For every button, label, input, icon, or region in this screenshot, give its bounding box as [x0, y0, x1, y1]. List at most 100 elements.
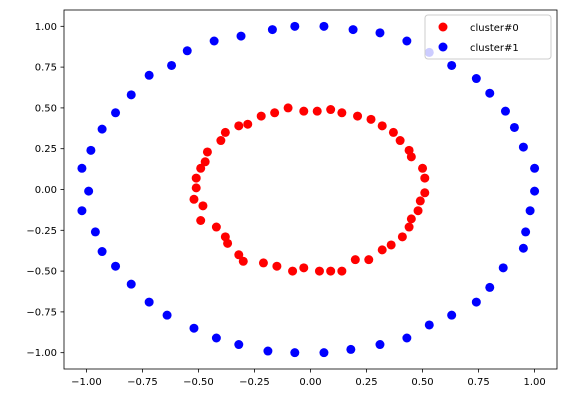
series-0-point-26 — [189, 194, 199, 204]
series-1-point-30 — [111, 108, 121, 118]
series-1-point-13 — [319, 348, 329, 358]
series-0-point-37 — [270, 108, 280, 118]
series-1-point-37 — [267, 25, 277, 35]
series-0-point-27 — [191, 183, 201, 193]
x-tick-label: 1.00 — [523, 377, 545, 388]
series-0-point-32 — [216, 136, 226, 146]
series-0-point-24 — [196, 216, 206, 225]
series-0-point-25 — [198, 201, 208, 211]
series-1-point-21 — [126, 279, 136, 289]
y-tick-label: −0.25 — [26, 226, 57, 237]
series-0-point-33 — [220, 127, 230, 137]
series-1-point-35 — [209, 36, 219, 46]
series-1-point-12 — [346, 344, 356, 354]
x-tick-label: 0.50 — [411, 377, 433, 388]
series-1-point-17 — [211, 333, 221, 343]
series-0-point-12 — [337, 266, 347, 276]
series-0-point-0 — [418, 163, 428, 173]
series-0-point-4 — [413, 206, 423, 216]
series-1-point-14 — [290, 348, 300, 358]
x-tick-label: −0.50 — [183, 377, 214, 388]
series-0-point-39 — [299, 106, 309, 116]
series-1-point-22 — [111, 261, 121, 271]
series-1-point-42 — [402, 36, 412, 46]
series-1-point-44 — [447, 60, 457, 70]
series-0-point-46 — [388, 127, 398, 137]
series-0-point-6 — [404, 222, 414, 232]
series-0-point-43 — [353, 111, 363, 121]
series-0-point-5 — [406, 214, 416, 224]
series-0-point-40 — [312, 106, 322, 116]
y-tick-label: 0.50 — [35, 103, 57, 114]
x-tick-label: −0.25 — [239, 377, 270, 388]
series-0-point-22 — [220, 232, 230, 242]
legend-label-1: cluster#1 — [470, 43, 519, 54]
series-0-point-29 — [196, 163, 206, 173]
series-0-point-11 — [350, 255, 360, 265]
x-tick-label: −0.75 — [127, 377, 158, 388]
series-0-point-35 — [243, 119, 253, 129]
series-1-point-45 — [471, 74, 481, 84]
series-0-point-2 — [420, 188, 430, 198]
series-1-point-10 — [402, 333, 412, 343]
legend-marker-0 — [438, 22, 448, 32]
series-0-point-16 — [288, 266, 298, 276]
series-0-point-9 — [377, 245, 387, 255]
series-1-point-32 — [144, 70, 154, 80]
series-1-point-24 — [90, 227, 100, 237]
series-1-point-39 — [319, 21, 329, 31]
series-1-point-15 — [263, 346, 273, 356]
x-tick-label: −1.00 — [71, 377, 102, 388]
series-0-point-41 — [326, 105, 336, 115]
series-1-point-26 — [84, 186, 94, 196]
series-1-point-38 — [290, 21, 300, 31]
series-1-point-0 — [530, 163, 540, 173]
series-0-point-10 — [364, 255, 374, 265]
y-tick-label: 1.00 — [35, 22, 57, 33]
series-1-point-48 — [509, 122, 519, 132]
series-0-point-8 — [386, 240, 396, 250]
series-1-point-7 — [471, 297, 481, 307]
series-1-point-36 — [236, 31, 246, 41]
y-tick-label: 0.25 — [35, 144, 57, 155]
series-0-point-23 — [211, 222, 221, 232]
series-1-point-23 — [97, 247, 107, 257]
y-tick-label: −0.50 — [26, 267, 57, 278]
series-0-point-18 — [258, 258, 268, 268]
series-0-point-49 — [406, 152, 416, 162]
series-0-point-17 — [272, 261, 282, 271]
series-0-point-19 — [238, 256, 248, 266]
x-tick-label: 0.75 — [467, 377, 489, 388]
series-0-point-31 — [202, 147, 212, 157]
series-1-point-1 — [530, 186, 540, 196]
series-1-point-6 — [485, 282, 495, 292]
y-tick-label: −1.00 — [26, 348, 57, 359]
legend-marker-1 — [438, 42, 448, 52]
series-1-point-49 — [518, 142, 528, 152]
x-tick-label: 0.25 — [355, 377, 377, 388]
x-tick-label: 0.00 — [299, 377, 321, 388]
series-0-point-1 — [420, 173, 430, 183]
series-1-point-41 — [375, 28, 385, 38]
series-0-point-28 — [191, 173, 201, 183]
series-1-point-8 — [447, 310, 457, 320]
y-axis: −1.00 −0.75 −0.50 −0.25 0.00 0.25 0.50 0.75 1.00 — [26, 22, 64, 359]
legend-box — [424, 14, 552, 60]
series-1-point-29 — [97, 124, 107, 134]
series-1-point-25 — [77, 206, 87, 216]
series-1-point-18 — [189, 323, 199, 333]
series-1-point-46 — [485, 88, 495, 98]
points-layer — [77, 21, 540, 358]
legend-label-0: cluster#0 — [470, 23, 519, 34]
series-1-point-4 — [518, 243, 528, 253]
series-0-point-3 — [415, 196, 425, 206]
y-tick-label: 0.00 — [35, 185, 57, 196]
series-1-point-3 — [521, 227, 531, 237]
series-0-point-42 — [337, 108, 347, 118]
legend: cluster#0 cluster#1 — [424, 14, 552, 60]
series-1-point-27 — [77, 163, 87, 173]
series-1-point-19 — [162, 310, 172, 320]
series-0-point-13 — [326, 266, 336, 276]
